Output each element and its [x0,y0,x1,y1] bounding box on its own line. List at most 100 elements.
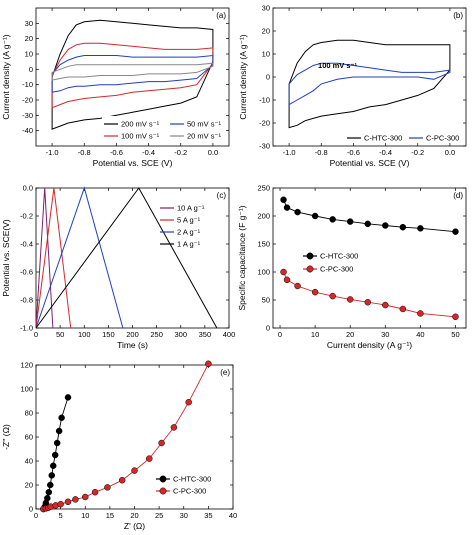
data-point [45,488,53,496]
panel-label: (e) [220,368,230,377]
scan-rate-annotation: 100 mV s⁻¹ [318,61,357,70]
data-point [55,427,63,435]
data-point [72,496,79,503]
x-tick-label: 15 [106,511,114,520]
x-tick-label: 50 [56,330,64,339]
data-point [382,222,389,229]
data-point [44,494,51,502]
y-tick-label: 30 [262,4,270,13]
data-point [205,360,212,368]
y-tick-label: 10 [25,50,33,59]
x-tick-label: 150 [102,330,115,339]
legend-label: C-PC-300 [320,265,353,274]
legend: 10 A g⁻¹ 5 A g⁻¹ 2 A g⁻¹ 1 A g⁻¹ [160,204,205,249]
y-tick-label: 60 [25,433,33,442]
data-point [280,268,287,276]
y-tick-label: 0 [29,65,33,74]
panel-label: (a) [216,11,226,20]
y-tick-label: -10 [259,96,270,105]
y-tick-label: 20 [25,481,33,490]
y-tick-label: 100 [257,268,270,277]
data-point [294,208,301,216]
cv-curve [51,62,214,81]
x-tick-label: 30 [381,330,389,339]
data-point [311,288,319,296]
data-point [452,313,459,321]
legend-label: 20 mV s⁻¹ [187,132,221,141]
y-tick-label: 150 [257,240,270,249]
y-axis-label: Current density (A g⁻¹) [238,34,248,119]
data-point [170,424,178,431]
data-point [364,220,371,228]
data-point [311,212,319,220]
x-tick-label: 40 [416,330,424,339]
legend: 200 mV s⁻¹ 100 mV s⁻¹ 50 mV s⁻¹ 20 mV s⁻¹ [102,116,226,143]
data-point [346,296,354,303]
y-axis-label: -Z'' (Ω) [1,424,11,450]
data-point [346,218,354,225]
panel-c: 0 50 100 150 200 250 300 350 400 -1.0 -0.8 -0.6 -0.4… [1,184,235,351]
capacitance-line [283,271,456,318]
x-tick-label: -0.4 [142,148,155,157]
legend-label: 5 A g⁻¹ [177,216,201,225]
y-tick-label: -40 [22,126,33,135]
gcd-curve [35,187,54,329]
x-tick-label: 350 [199,330,212,339]
x-tick-label: -1.0 [283,148,296,157]
x-tick-label: 0 [34,511,38,520]
data-point [283,276,291,284]
data-point [382,301,389,309]
x-tick-label: 5 [59,511,63,520]
y-tick-label: -20 [259,119,270,128]
panel-a: -1.0 -0.8 -0.6 -0.4 -0.2 0.0 -40 -30 -20 -10 0 10 20… [1,7,230,168]
x-tick-label: 0.0 [208,148,218,157]
legend-label: C-HTC-300 [364,134,402,143]
x-axis-label: Potential vs. SCE (V) [330,158,410,168]
gcd-curve [35,187,72,329]
data-point [399,305,407,313]
panel-e: 0 5 10 15 20 25 30 35 40 0 20 40 60 80 100 120 Z' (Ω) -Z'… [1,361,237,532]
x-tick-label: -0.2 [174,148,187,157]
data-point [158,439,165,447]
y-tick-label: 120 [20,361,33,370]
y-tick-label: 40 [25,457,33,466]
cv-curve [51,54,214,93]
legend-marker [306,265,314,273]
x-tick-label: 20 [346,330,354,339]
x-tick-label: 0 [278,330,282,339]
panel-label: (b) [453,11,463,20]
cv-curve [288,39,451,129]
gcd-curve [35,187,218,329]
data-point [131,467,138,474]
data-point [64,498,72,506]
panel-b: -1.0 -0.8 -0.6 -0.4 -0.2 0.0 -30 -20 -10 0 10 20 30 P… [238,4,467,168]
plot-frame [272,187,467,329]
x-tick-label: 25 [155,511,163,520]
data-point [329,292,336,300]
legend-marker [306,252,314,260]
x-tick-label: 40 [229,511,237,520]
data-point [47,481,54,489]
x-tick-label: -0.6 [347,148,360,157]
legend-label: C-PC-300 [426,134,459,143]
y-axis-label: Potential vs. SCE(V) [1,219,11,297]
x-tick-label: 10 [81,511,89,520]
x-tick-label: -0.2 [411,148,424,157]
x-tick-label: 100 [78,330,91,339]
legend-label: 2 A g⁻¹ [177,228,201,237]
y-tick-label: 20 [262,27,270,36]
data-point [82,493,89,501]
data-point [49,462,57,470]
data-point [57,500,64,508]
x-axis-label: Time (s) [117,340,148,350]
y-tick-label: -20 [22,96,33,105]
y-tick-label: 250 [257,184,270,193]
data-point [452,228,459,235]
x-axis-label: Z' (Ω) [124,521,145,531]
x-tick-label: 0 [34,330,38,339]
legend: C-HTC-300 C-PC-300 [347,134,459,143]
x-tick-label: 400 [223,330,236,339]
data-point [146,455,153,462]
x-tick-label: 0.0 [445,148,455,157]
